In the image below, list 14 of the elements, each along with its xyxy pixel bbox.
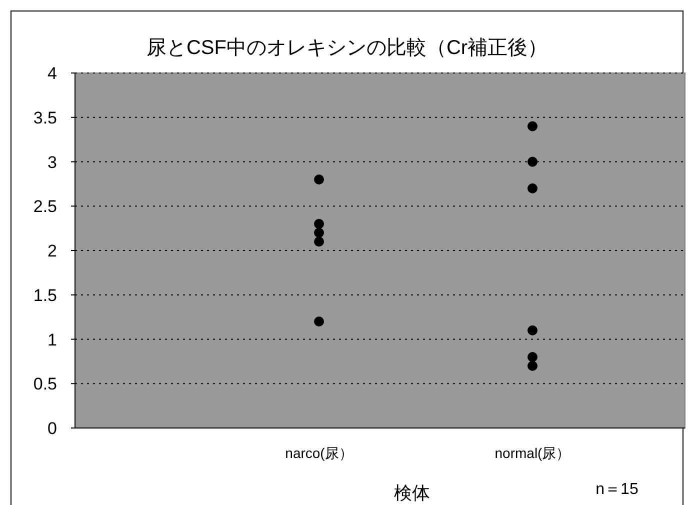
y-tick-label: 2.5 [33, 197, 57, 216]
y-tick-label: 2 [48, 242, 57, 260]
x-tick-label: narco(尿） [285, 445, 353, 461]
chart-title: 尿とCSF中のオレキシンの比較（Cr補正後） [146, 37, 548, 59]
text: n＝15 [596, 481, 638, 498]
y-tick-label: 3 [48, 152, 57, 172]
y-tick-label: 1.5 [33, 286, 57, 305]
y-tick-label: 3.5 [33, 108, 57, 128]
y-tick-label: 0.5 [33, 374, 57, 394]
y-tick-label: 4 [48, 64, 57, 83]
y-tick-label: 0 [48, 419, 57, 438]
x-tick-label: normal(尿） [494, 445, 570, 461]
x-axis-title: 検体 [394, 483, 430, 503]
y-tick-label: 1 [48, 330, 57, 350]
